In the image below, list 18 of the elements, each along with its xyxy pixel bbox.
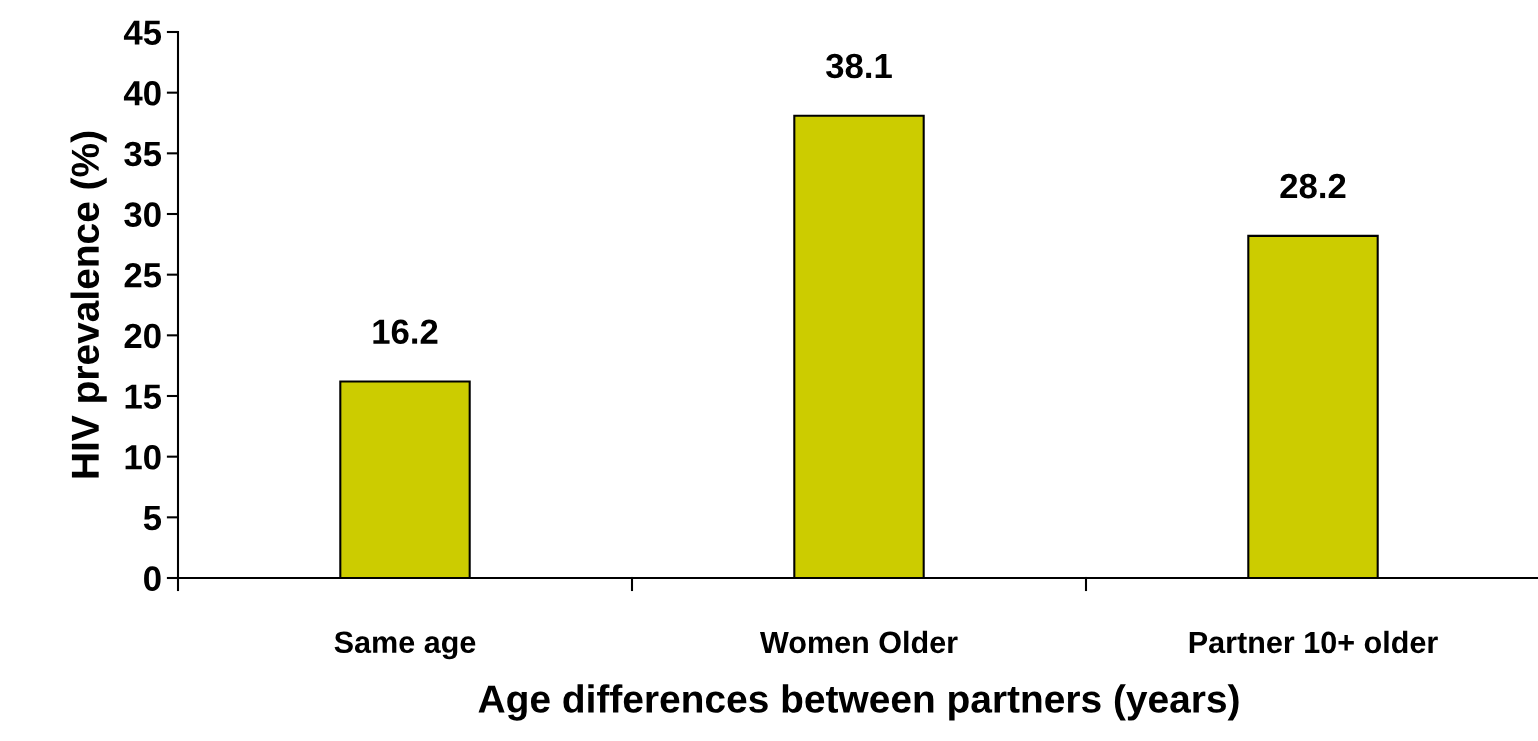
x-tick-label: Partner 10+ older [1189, 630, 1438, 654]
data-label: 28.2 [1280, 173, 1346, 199]
data-label: 38.1 [826, 53, 892, 79]
y-tick-label: 15 [125, 384, 162, 409]
y-tick-label: 0 [144, 566, 161, 591]
y-tick-label: 35 [124, 141, 162, 167]
y-tick-label: 20 [124, 323, 161, 349]
data-label: 16.2 [373, 319, 438, 345]
y-axis-title: HIV prevalence (%) [70, 131, 107, 478]
y-tick-label: 45 [123, 20, 162, 45]
y-tick-label: 5 [143, 506, 162, 531]
y-tick-label: 40 [123, 81, 161, 106]
x-tick-label: Women Older [759, 630, 958, 654]
y-tick-label: 10 [125, 445, 161, 470]
y-tick-label: 30 [124, 202, 161, 227]
x-tick-label: Same age [334, 631, 476, 660]
x-axis-title: Age differences between partners (years) [478, 684, 1239, 721]
y-tick-label: 25 [124, 263, 162, 288]
